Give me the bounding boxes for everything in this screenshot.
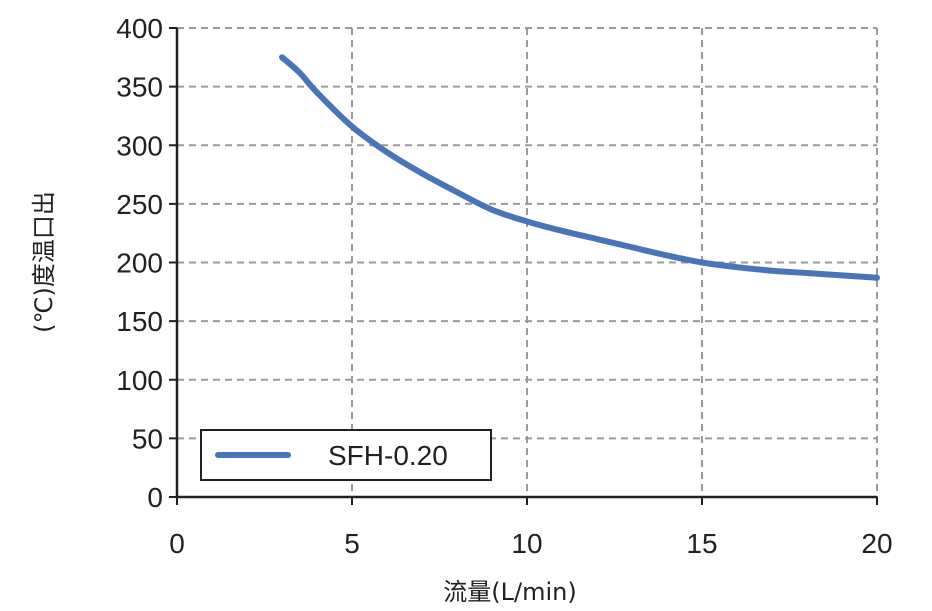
y-tick-label: 300 xyxy=(116,130,163,161)
y-tick-label: 100 xyxy=(116,365,163,396)
x-tick-label: 0 xyxy=(169,528,185,559)
y-tick-label: 50 xyxy=(132,423,163,454)
legend: SFH-0.20 xyxy=(200,429,492,481)
x-ticks: 0 5 10 15 20 xyxy=(169,497,893,559)
y-tick-label: 200 xyxy=(116,248,163,279)
y-tick-label: 150 xyxy=(116,306,163,337)
x-tick-label: 5 xyxy=(344,528,360,559)
grid xyxy=(177,27,878,497)
y-tick-label: 400 xyxy=(116,13,163,44)
y-ticks: 0 50 100 150 200 250 300 350 400 xyxy=(116,13,177,513)
x-tick-label: 20 xyxy=(861,528,892,559)
x-axis-title: 流量(L/min) xyxy=(443,578,576,606)
y-tick-label: 250 xyxy=(116,189,163,220)
y-tick-label: 350 xyxy=(116,72,163,103)
x-tick-label: 15 xyxy=(686,528,717,559)
y-tick-label: 0 xyxy=(147,482,163,513)
y-axis-title: (℃)度温口出 xyxy=(30,191,58,333)
series-line xyxy=(279,54,880,281)
series-group xyxy=(279,54,880,281)
x-tick-label: 10 xyxy=(511,528,542,559)
legend-label: SFH-0.20 xyxy=(328,440,448,471)
